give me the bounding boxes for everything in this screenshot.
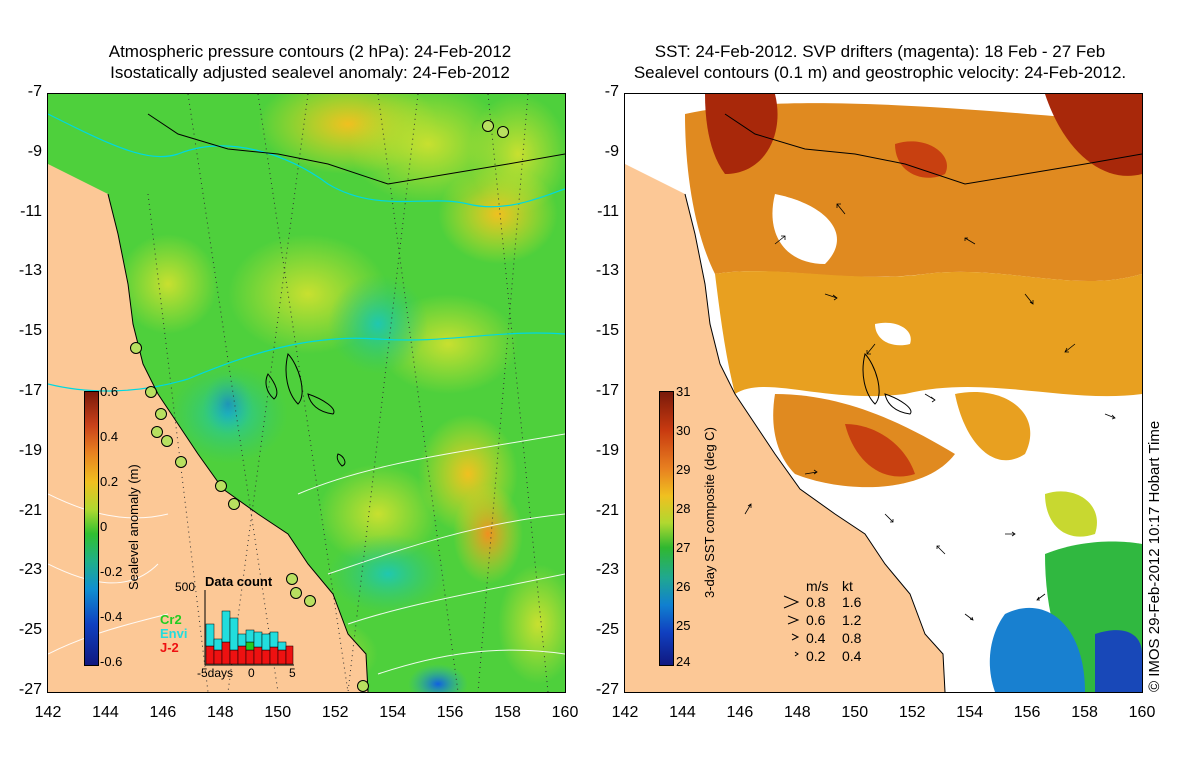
inset-x-label-2: 5 [289, 666, 296, 680]
inset-title: Data count [205, 574, 273, 589]
imos-credit: © IMOS 29-Feb-2012 10:17 Hobart Time [1146, 420, 1163, 692]
inset-legend-j2: J-2 [160, 640, 179, 655]
right-lon-tick-1: 144 [669, 704, 696, 721]
coastline-right [684, 113, 1142, 692]
velocity-key-arrows [783, 595, 800, 657]
left-lon-tick-9: 160 [551, 704, 579, 721]
right-cb-tick-7: 24 [676, 654, 691, 669]
right-lon-tick-2: 146 [726, 704, 754, 721]
left-lat-tick-6: -19 [18, 441, 42, 459]
left-lat-tick-7: -21 [18, 501, 42, 519]
right-cb-tick-0: 31 [676, 384, 691, 399]
left-lon-tick-4: 150 [264, 704, 292, 721]
inset-x-label-1: 0 [248, 666, 255, 680]
right-map-panel [624, 93, 1143, 693]
pressure-contours [48, 113, 565, 392]
velocity-key-ms-1: 0.6 [806, 612, 826, 628]
sst-map [625, 94, 1142, 692]
data-count-inset [204, 590, 294, 666]
right-cb-tick-5: 26 [676, 579, 691, 594]
velocity-key-kt-3: 0.4 [842, 648, 862, 664]
inset-legend-envi: Envi [160, 626, 188, 641]
left-cb-tick-6: -0.6 [100, 654, 123, 669]
left-cb-tick-3: 0 [100, 519, 108, 534]
velocity-vectors [744, 203, 1116, 621]
left-lon-tick-0: 142 [34, 704, 62, 721]
left-title-line2: Isostatically adjusted sealevel anomaly:… [110, 63, 510, 82]
left-lat-tick-3: -13 [18, 262, 42, 280]
left-lon-tick-1: 144 [92, 704, 119, 721]
right-lat-tick-7: -21 [595, 501, 619, 519]
left-lat-tick-5: -17 [18, 382, 42, 399]
inset-y-max: 500 [175, 580, 196, 594]
left-lat-tick-2: -11 [20, 202, 42, 220]
left-lat-tick-4: -15 [18, 322, 42, 340]
left-lat-tick-10: -27 [18, 681, 42, 698]
velocity-key-header-kt: kt [842, 578, 853, 594]
left-map-panel [47, 93, 566, 693]
left-lat-tick-9: -25 [18, 621, 42, 639]
left-colorbar-label: Sealevel anomaly (m) [126, 464, 141, 590]
sealevel-anomaly-map [48, 94, 565, 692]
right-lon-tick-7: 156 [1013, 704, 1041, 721]
satellite-tracks [147, 94, 549, 692]
right-lat-tick-10: -27 [595, 681, 619, 698]
right-lon-tick-4: 150 [841, 704, 869, 721]
right-lat-tick-9: -25 [595, 621, 619, 639]
left-lon-tick-5: 152 [321, 704, 349, 721]
left-lat-tick-1: -9 [27, 142, 42, 160]
right-lon-tick-8: 158 [1071, 704, 1098, 721]
left-lon-tick-3: 148 [206, 704, 234, 721]
right-lon-tick-9: 160 [1128, 704, 1156, 721]
velocity-key: m/s kt 0.8 1.6 0.6 1.2 0.4 0.8 0.2 0.4 [780, 578, 890, 668]
sealevel-colorbar [84, 391, 99, 666]
right-cb-tick-1: 30 [676, 423, 691, 438]
right-lat-tick-3: -13 [595, 262, 619, 280]
right-lat-tick-0: -7 [604, 83, 619, 100]
right-cb-tick-4: 27 [676, 540, 691, 555]
left-title-line1: Atmospheric pressure contours (2 hPa): 2… [108, 42, 512, 61]
right-cb-tick-3: 28 [676, 501, 691, 516]
right-lon-tick-6: 154 [956, 704, 983, 721]
left-lon-tick-7: 156 [436, 704, 464, 721]
right-lon-tick-0: 142 [611, 704, 639, 721]
sea-field [48, 94, 565, 692]
inset-legend-cr2: Cr2 [160, 612, 182, 627]
left-lon-tick-6: 154 [379, 704, 406, 721]
sealevel-contours [48, 433, 565, 675]
left-lat-tick-8: -23 [18, 561, 42, 579]
right-lon-tick-3: 148 [783, 704, 811, 721]
velocity-key-ms-0: 0.8 [806, 594, 826, 610]
left-cb-tick-0: 0.6 [100, 384, 119, 399]
left-cb-tick-4: -0.2 [100, 564, 123, 579]
right-lat-tick-6: -19 [595, 441, 619, 459]
left-cb-tick-5: -0.4 [100, 609, 123, 624]
right-colorbar-label: 3-day SST composite (deg C) [702, 427, 717, 598]
right-title-line1: SST: 24-Feb-2012. SVP drifters (magenta)… [654, 42, 1106, 61]
right-cb-tick-6: 25 [676, 618, 691, 633]
velocity-key-ms-3: 0.2 [806, 648, 826, 664]
tide-gauge-markers [130, 120, 509, 692]
left-lon-tick-8: 158 [494, 704, 521, 721]
velocity-key-header-ms: m/s [806, 578, 829, 594]
coastline [107, 113, 565, 692]
right-lat-tick-1: -9 [604, 142, 619, 160]
left-lon-tick-2: 146 [149, 704, 177, 721]
right-lon-tick-5: 152 [898, 704, 926, 721]
velocity-key-kt-0: 1.6 [842, 594, 862, 610]
velocity-key-kt-2: 0.8 [842, 630, 862, 646]
inset-x-label-0: -5days [197, 666, 234, 680]
left-cb-tick-2: 0.2 [100, 474, 119, 489]
velocity-key-kt-1: 1.2 [842, 612, 862, 628]
right-title-line2: Sealevel contours (0.1 m) and geostrophi… [633, 63, 1127, 82]
left-cb-tick-1: 0.4 [100, 429, 119, 444]
right-lat-tick-2: -11 [597, 202, 619, 220]
velocity-key-ms-2: 0.4 [806, 630, 826, 646]
right-lat-tick-4: -15 [595, 322, 619, 340]
right-cb-tick-2: 29 [676, 462, 691, 477]
sst-colorbar [659, 391, 674, 666]
left-lat-tick-0: -7 [27, 83, 42, 100]
right-lat-tick-8: -23 [595, 561, 619, 579]
right-lat-tick-5: -17 [595, 382, 619, 399]
